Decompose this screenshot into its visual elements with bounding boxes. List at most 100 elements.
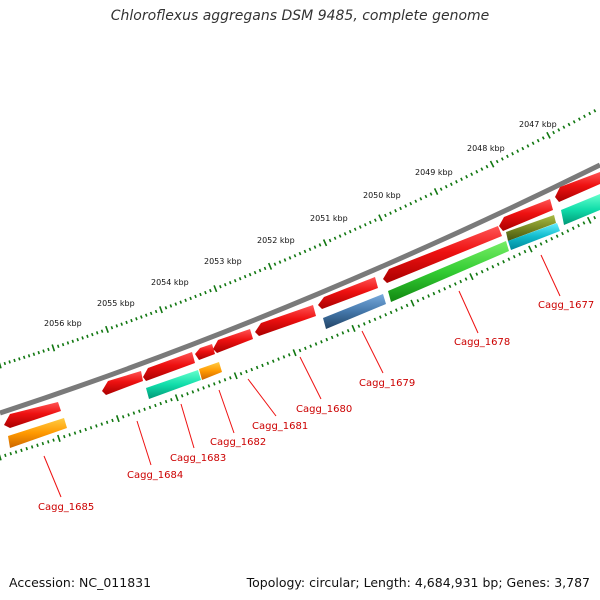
scale-tick <box>561 231 564 236</box>
scale-tick <box>333 236 337 240</box>
scale-tick <box>140 315 143 319</box>
scale-label-2054: 2054 kbp <box>151 278 189 287</box>
gene-cagg-1682-product[interactable] <box>199 362 222 380</box>
gene-cagg-1683-cds[interactable] <box>143 352 195 381</box>
leader-cagg-1680 <box>299 356 322 400</box>
leader-cagg-1679 <box>361 330 384 374</box>
gene-cagg-1676-cds[interactable] <box>555 172 600 202</box>
gene-cagg-1682-cds[interactable] <box>195 344 215 360</box>
scale-tick <box>443 287 447 291</box>
scale-tick <box>159 306 163 314</box>
gene-label-cagg-1677[interactable]: Cagg_1677 <box>538 300 594 311</box>
gene-cagg-1676-product[interactable] <box>561 194 600 225</box>
leader-cagg-1678 <box>458 290 479 334</box>
scale-tick <box>394 209 397 213</box>
scale-tick <box>358 225 362 229</box>
scale-tick <box>583 114 586 118</box>
scale-tick <box>89 426 93 430</box>
scale-tick <box>400 306 404 310</box>
gene-cagg-1681-cds[interactable] <box>213 329 253 353</box>
scale-tick <box>405 303 409 308</box>
scale-tick <box>399 206 402 211</box>
scale-tick <box>20 448 23 453</box>
gene-cagg-1677-product-a[interactable] <box>506 215 556 241</box>
scale-tick <box>115 415 120 423</box>
scale-tick <box>330 335 334 340</box>
gene-label-cagg-1683[interactable]: Cagg_1683 <box>170 453 226 464</box>
gene-cagg-1679-product[interactable] <box>323 294 386 329</box>
scale-tick <box>186 392 189 396</box>
scale-tick <box>346 328 350 333</box>
scale-tick <box>288 256 292 260</box>
scale-tick <box>111 418 114 423</box>
scale-tick <box>512 254 516 259</box>
scale-tick <box>132 411 136 415</box>
scale-tick <box>159 401 162 406</box>
scale-tick <box>22 355 26 360</box>
gene-label-cagg-1685[interactable]: Cagg_1685 <box>38 502 94 513</box>
gene-cagg-1677-cds[interactable] <box>499 199 553 231</box>
scale-tick <box>0 454 2 461</box>
scale-tick <box>313 245 317 249</box>
scale-label-2051: 2051 kbp <box>310 214 348 223</box>
gene-cagg-1678-product[interactable] <box>388 241 509 302</box>
gene-label-cagg-1678[interactable]: Cagg_1678 <box>454 337 510 348</box>
scale-tick <box>373 317 377 322</box>
scale-tick <box>18 357 21 361</box>
scale-tick <box>582 221 586 225</box>
gene-cagg-1677-product-b[interactable] <box>508 223 560 250</box>
scale-tick <box>588 111 592 116</box>
scale-tick <box>209 288 212 293</box>
scale-tick <box>489 160 495 168</box>
gene-label-cagg-1684[interactable]: Cagg_1684 <box>127 470 183 481</box>
scale-tick <box>73 431 77 435</box>
leader-cagg-1681 <box>247 378 277 417</box>
gene-cagg-1684-cds[interactable] <box>102 371 143 395</box>
gene-label-cagg-1680[interactable]: Cagg_1680 <box>296 404 352 415</box>
scale-tick <box>130 318 133 323</box>
scale-tick <box>121 415 125 419</box>
scale-tick <box>486 267 489 271</box>
scale-tick <box>318 243 322 247</box>
scale-tick <box>429 192 433 196</box>
gene-label-cagg-1681[interactable]: Cagg_1681 <box>252 421 308 432</box>
scale-tick <box>51 344 56 352</box>
scale-tick <box>511 152 514 156</box>
scale-tick <box>149 311 153 316</box>
gene-cagg-1685-product[interactable] <box>8 418 67 448</box>
scale-tick <box>328 238 332 243</box>
gene-cagg-1678-cds[interactable] <box>383 226 502 283</box>
scale-tick <box>180 394 184 398</box>
scale-tick <box>283 258 287 262</box>
scale-tick <box>202 386 205 390</box>
scale-tick <box>338 234 342 238</box>
gene-cagg-1683-product[interactable] <box>146 370 201 399</box>
scale-tick <box>536 138 540 143</box>
scale-tick <box>42 349 45 353</box>
leader-cagg-1682 <box>218 389 235 434</box>
scale-tick <box>196 388 200 392</box>
scale-tick <box>52 438 55 442</box>
scale-tick <box>368 220 372 225</box>
gene-label-cagg-1679[interactable]: Cagg_1679 <box>359 378 415 389</box>
scale-tick <box>444 184 448 189</box>
scale-tick <box>309 344 313 348</box>
scale-tick <box>37 350 40 355</box>
scale-tick <box>577 223 580 228</box>
scale-tick <box>378 214 383 222</box>
scale-tick <box>545 239 548 244</box>
scale-tick <box>298 348 302 353</box>
scale-tick <box>36 443 39 447</box>
scale-tick <box>238 277 242 281</box>
gene-cagg-1679-cds[interactable] <box>318 277 378 309</box>
scale-tick <box>362 322 366 326</box>
gene-cagg-1680-cds[interactable] <box>255 305 316 336</box>
scale-tick <box>341 331 345 335</box>
scale-tick <box>278 260 282 264</box>
gene-label-cagg-1682[interactable]: Cagg_1682 <box>210 437 266 448</box>
gene-cagg-1685-cds[interactable] <box>4 402 61 428</box>
scale-tick <box>439 187 443 191</box>
scale-tick <box>384 313 388 317</box>
scale-tick <box>566 229 570 233</box>
